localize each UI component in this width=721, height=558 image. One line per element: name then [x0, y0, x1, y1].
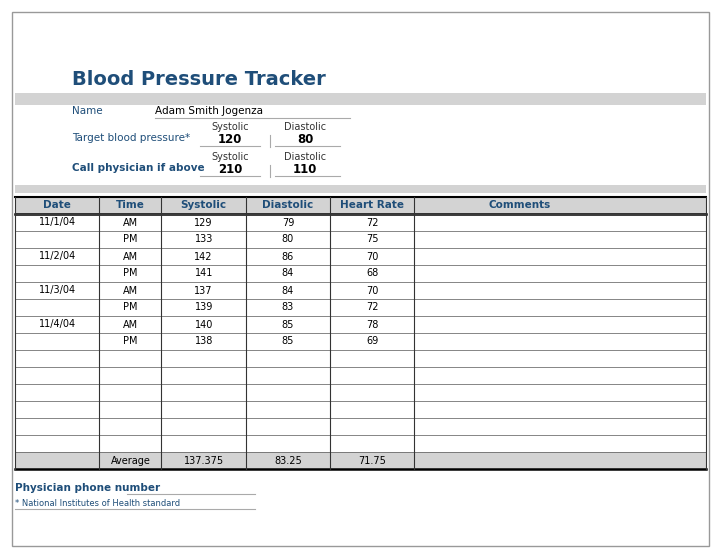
Text: AM: AM [123, 320, 138, 330]
Text: Diastolic: Diastolic [284, 152, 326, 162]
Text: 11/2/04: 11/2/04 [38, 252, 76, 262]
Text: Systolic: Systolic [180, 200, 226, 210]
Bar [15, 248, 706, 265]
Text: 11/4/04: 11/4/04 [39, 320, 76, 330]
Bar [15, 316, 706, 333]
Text: 71.75: 71.75 [358, 455, 386, 465]
Text: 80: 80 [282, 234, 294, 244]
Text: 75: 75 [366, 234, 379, 244]
Text: 137: 137 [195, 286, 213, 296]
Bar [15, 231, 706, 248]
Text: Diastolic: Diastolic [284, 122, 326, 132]
Text: Diastolic: Diastolic [262, 200, 314, 210]
Text: 137.375: 137.375 [184, 455, 224, 465]
Text: 138: 138 [195, 336, 213, 347]
Bar [15, 93, 706, 105]
Text: Name: Name [72, 106, 102, 116]
Bar [15, 384, 706, 401]
Text: Heart Rate: Heart Rate [340, 200, 404, 210]
Text: Date: Date [43, 200, 71, 210]
Bar [15, 282, 706, 299]
Text: 68: 68 [366, 268, 379, 278]
Text: 83.25: 83.25 [274, 455, 302, 465]
Text: Time: Time [116, 200, 145, 210]
Text: 85: 85 [282, 336, 294, 347]
Bar [15, 418, 706, 435]
Text: 142: 142 [195, 252, 213, 262]
Text: PM: PM [123, 268, 138, 278]
Bar [15, 265, 706, 282]
Text: Physician phone number: Physician phone number [15, 483, 160, 493]
Text: 110: 110 [293, 163, 317, 176]
Text: Average: Average [110, 455, 151, 465]
Text: Systolic: Systolic [211, 122, 249, 132]
Text: Comments: Comments [489, 200, 551, 210]
Text: PM: PM [123, 234, 138, 244]
Text: 140: 140 [195, 320, 213, 330]
Text: 133: 133 [195, 234, 213, 244]
Text: 78: 78 [366, 320, 379, 330]
Bar [15, 299, 706, 316]
Text: 141: 141 [195, 268, 213, 278]
Text: 84: 84 [282, 286, 294, 296]
Text: PM: PM [123, 336, 138, 347]
Text: 83: 83 [282, 302, 294, 312]
Text: 139: 139 [195, 302, 213, 312]
Text: AM: AM [123, 252, 138, 262]
Text: AM: AM [123, 218, 138, 228]
Text: 129: 129 [195, 218, 213, 228]
Bar [15, 401, 706, 418]
Text: Systolic: Systolic [211, 152, 249, 162]
Text: 70: 70 [366, 286, 379, 296]
Text: 210: 210 [218, 163, 242, 176]
Text: 69: 69 [366, 336, 379, 347]
Text: 72: 72 [366, 218, 379, 228]
Text: 86: 86 [282, 252, 294, 262]
Bar [15, 197, 706, 214]
Text: PM: PM [123, 302, 138, 312]
Bar [15, 185, 706, 193]
Bar [15, 350, 706, 367]
Bar [15, 367, 706, 384]
Bar [15, 435, 706, 452]
Text: 85: 85 [282, 320, 294, 330]
Text: 72: 72 [366, 302, 379, 312]
Text: Adam Smith Jogenza: Adam Smith Jogenza [155, 106, 263, 116]
Text: AM: AM [123, 286, 138, 296]
Text: Call physician if above: Call physician if above [72, 163, 205, 173]
Bar [15, 452, 706, 469]
Bar [15, 333, 706, 350]
Text: * National Institutes of Health standard: * National Institutes of Health standard [15, 499, 180, 508]
Text: 79: 79 [282, 218, 294, 228]
Bar [15, 214, 706, 231]
Text: 11/1/04: 11/1/04 [39, 218, 76, 228]
Text: 70: 70 [366, 252, 379, 262]
Text: 11/3/04: 11/3/04 [39, 286, 76, 296]
Text: Target blood pressure*: Target blood pressure* [72, 133, 190, 143]
Text: 120: 120 [218, 133, 242, 146]
Text: 80: 80 [297, 133, 313, 146]
Text: 84: 84 [282, 268, 294, 278]
Text: Blood Pressure Tracker: Blood Pressure Tracker [72, 70, 326, 89]
